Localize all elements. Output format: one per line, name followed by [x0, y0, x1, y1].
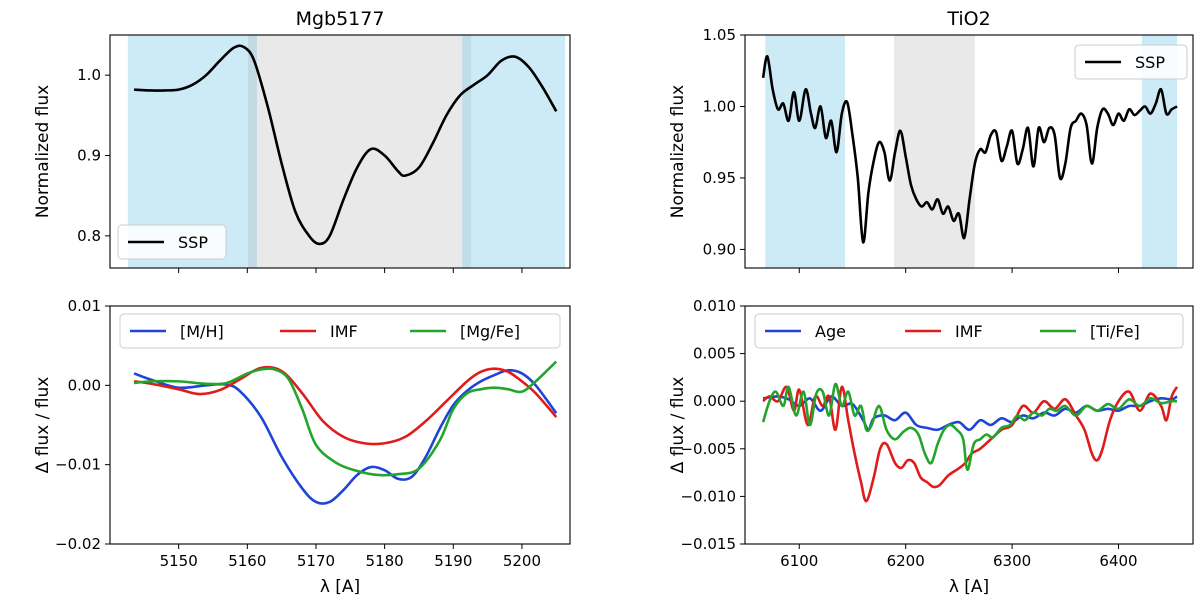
legend: Age IMF [Ti/Fe]: [754, 313, 1184, 349]
y-axis-label: Normalized flux: [668, 85, 688, 218]
y-tick-label: 0.00: [68, 376, 101, 394]
legend-frame: [117, 224, 227, 260]
x-tick-label: 5170: [297, 552, 335, 570]
x-tick-label: 5150: [160, 552, 198, 570]
legend-label: SSP: [178, 233, 208, 252]
legend-label: SSP: [1135, 53, 1165, 72]
legend-label: IMF: [955, 322, 983, 341]
y-tick-label: −0.015: [680, 535, 736, 553]
x-tick-label: 6100: [780, 552, 818, 570]
axes-frame: [109, 305, 571, 545]
pseudocontinuum-band-2: [462, 35, 566, 268]
series-line-ssp: [133, 44, 558, 246]
y-axis-label: Δ flux / flux: [33, 377, 53, 474]
y-tick-label: 0.8: [77, 227, 101, 245]
y-tick-label: 1.00: [703, 97, 736, 115]
y-tick-label: −0.005: [680, 440, 736, 458]
legend: SSP: [1074, 44, 1188, 80]
x-tick-label: 5200: [503, 552, 541, 570]
x-tick-label: 5180: [366, 552, 404, 570]
axes-frame: [109, 34, 571, 269]
y-tick-label: 0.9: [77, 147, 101, 165]
x-tick-label: 6200: [887, 552, 925, 570]
x-axis-label: λ [A]: [949, 577, 989, 597]
legend-label: [Ti/Fe]: [1090, 322, 1140, 341]
panel-0: 0.8 0.9 1.0 Mgb5177 Normalized flux SSP: [33, 8, 571, 273]
x-tick-label: 5190: [434, 552, 472, 570]
panel-2: 0.90 0.95 1.00 1.05 TiO2 Normalized flux SSP: [668, 8, 1194, 273]
panel-1: 5150 5160 5170 5180 5190 5200 −0.02 −0.01 0.00 0.…: [33, 297, 571, 597]
legend-label: [Mg/Fe]: [460, 322, 520, 341]
legend-frame: [754, 313, 1184, 349]
axes-frame: [744, 305, 1194, 545]
y-tick-label: 0.95: [703, 169, 736, 187]
legend-label: IMF: [330, 322, 358, 341]
y-axis-label: Normalized flux: [33, 85, 53, 218]
legend: SSP: [117, 224, 227, 260]
legend-frame: [119, 313, 561, 349]
panel-3: 6100 6200 6300 6400 −0.015 −0.010 −0.005 0.000 0…: [668, 297, 1194, 597]
y-tick-label: −0.010: [680, 487, 736, 505]
axes-frame: [744, 34, 1194, 269]
y-tick-label: 0.90: [703, 240, 736, 258]
legend-label: [M/H]: [180, 322, 224, 341]
y-tick-label: −0.02: [55, 535, 101, 553]
x-tick-label: 5160: [228, 552, 266, 570]
x-tick-label: 6400: [1099, 552, 1137, 570]
series-line-imf: [762, 385, 1179, 503]
x-axis-label: λ [A]: [320, 577, 360, 597]
chart-title: TiO2: [946, 8, 990, 30]
series-line-mgfe: [133, 360, 558, 477]
y-tick-label: 0.005: [693, 345, 736, 363]
y-tick-label: 0.010: [693, 297, 736, 315]
legend-frame: [1074, 44, 1188, 80]
legend: [M/H] IMF [Mg/Fe]: [119, 313, 561, 349]
pseudocontinuum-band-0: [765, 35, 846, 268]
chart-title: Mgb5177: [296, 8, 385, 30]
y-tick-label: 1.05: [703, 26, 736, 44]
y-tick-label: −0.01: [55, 456, 101, 474]
x-tick-label: 6300: [993, 552, 1031, 570]
y-tick-label: 1.0: [77, 66, 101, 84]
feature-band-1: [248, 35, 472, 268]
series-line-tife: [761, 382, 1178, 472]
series-line-imf: [133, 365, 558, 446]
series-line-ssp: [761, 55, 1178, 244]
y-tick-label: 0.000: [693, 392, 736, 410]
y-axis-label: Δ flux / flux: [668, 377, 688, 474]
legend-label: Age: [815, 322, 846, 341]
y-tick-label: 0.01: [68, 297, 101, 315]
